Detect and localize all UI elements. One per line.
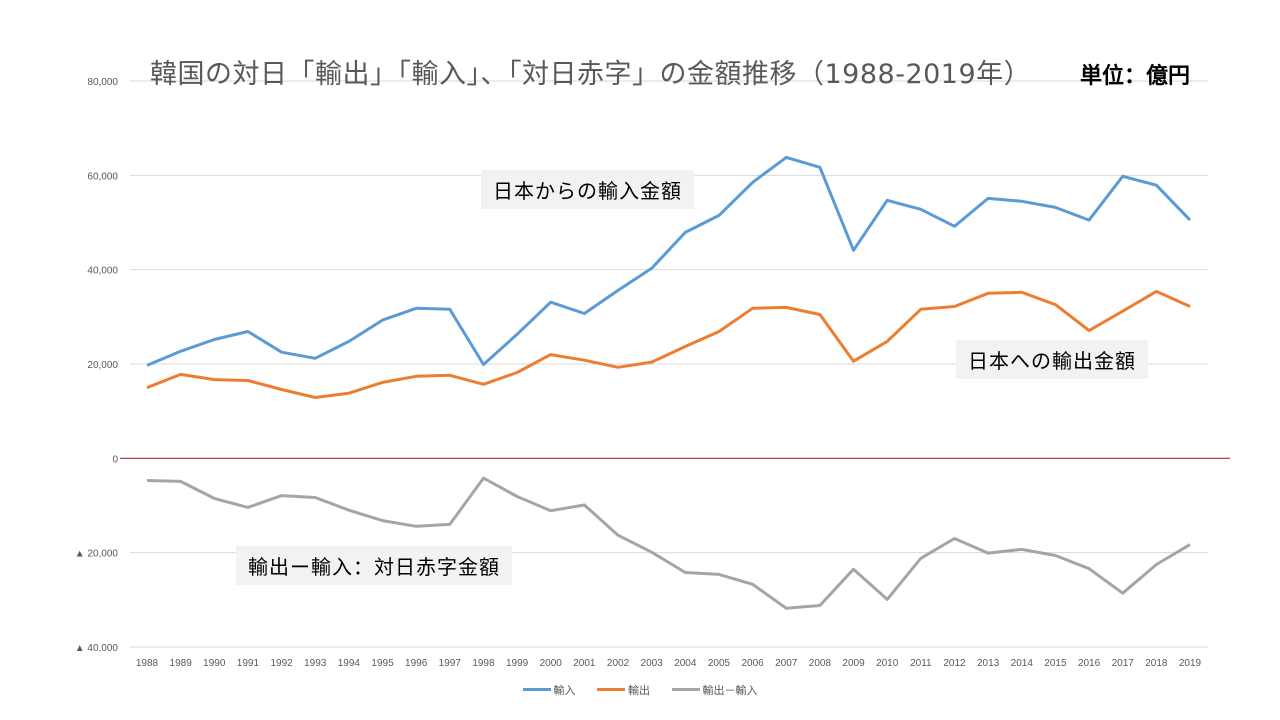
y-tick-label: 40,000 bbox=[87, 266, 118, 277]
x-tick-label: 1993 bbox=[304, 658, 327, 669]
series-lines bbox=[146, 155, 1192, 610]
legend: 輸入 輸出 輸出－輸入 bbox=[0, 681, 1280, 698]
chart-title: 韓国の対日「輸出」「輸入」、「対日赤字」の金額推移（1988-2019年） bbox=[150, 59, 1032, 90]
y-tick-label: 80,000 bbox=[87, 77, 118, 88]
annotation-deficit: 輸出ー輸入：対日赤字金額 bbox=[236, 546, 512, 585]
unit-label: 単位：億円 bbox=[1080, 63, 1191, 89]
x-tick-label: 1995 bbox=[371, 658, 394, 669]
y-tick-label: 0 bbox=[112, 454, 118, 465]
legend-swatch-import bbox=[522, 688, 551, 691]
x-tick-label: 2013 bbox=[977, 658, 1000, 669]
x-tick-label: 2008 bbox=[809, 658, 832, 669]
x-tick-label: 2011 bbox=[910, 658, 932, 669]
x-tick-label: 2003 bbox=[641, 658, 664, 669]
y-tick-label: ▲ 20,000 bbox=[75, 549, 119, 560]
legend-label-import: 輸入 bbox=[553, 683, 576, 697]
x-tick-label: 2012 bbox=[943, 658, 966, 669]
series-line-deficit bbox=[146, 476, 1191, 610]
x-tick-label: 2019 bbox=[1179, 658, 1202, 669]
x-tick-label: 2002 bbox=[607, 658, 630, 669]
x-tick-label: 2006 bbox=[741, 658, 764, 669]
legend-label-deficit: 輸出－輸入 bbox=[702, 683, 758, 697]
x-tick-label: 1989 bbox=[170, 658, 193, 669]
y-tick-label: ▲ 40,000 bbox=[75, 643, 119, 654]
x-tick-label: 2009 bbox=[842, 658, 865, 669]
legend-swatch-export bbox=[597, 688, 625, 691]
x-tick-label: 2018 bbox=[1145, 658, 1168, 669]
x-tick-label: 2016 bbox=[1078, 658, 1101, 669]
x-tick-label: 1994 bbox=[338, 658, 361, 669]
series-line-export bbox=[146, 289, 1191, 399]
legend-item-deficit: 輸出－輸入 bbox=[671, 682, 758, 698]
x-tick-label: 2000 bbox=[540, 658, 563, 669]
x-tick-label: 1991 bbox=[237, 658, 260, 669]
x-tick-label: 1999 bbox=[506, 658, 529, 669]
legend-swatch-deficit bbox=[671, 688, 700, 691]
y-axis-tick-labels: 80,000 60,000 40,000 20,000 0 ▲ 20,000 ▲ 40,00… bbox=[75, 77, 119, 654]
series-line-import bbox=[146, 155, 1192, 367]
x-tick-label: 1996 bbox=[405, 658, 428, 669]
legend-item-import: 輸入 bbox=[522, 682, 576, 698]
x-tick-label: 2015 bbox=[1044, 658, 1067, 669]
y-tick-label: 60,000 bbox=[87, 171, 118, 182]
x-tick-label: 1988 bbox=[136, 658, 159, 669]
y-tick-label: 20,000 bbox=[87, 360, 118, 371]
annotation-import: 日本からの輸入金額 bbox=[481, 170, 694, 209]
x-tick-label: 1990 bbox=[203, 658, 226, 669]
x-axis-tick-labels: 1988 1989 1990 1991 1992 1993 1994 1995 1996 1997… bbox=[136, 658, 1202, 669]
x-tick-label: 1997 bbox=[439, 658, 462, 669]
legend-label-export: 輸出 bbox=[628, 683, 650, 697]
x-tick-label: 2014 bbox=[1011, 658, 1034, 669]
annotation-export: 日本への輸出金額 bbox=[956, 340, 1148, 379]
x-tick-label: 2010 bbox=[876, 658, 899, 669]
x-tick-label: 1998 bbox=[472, 658, 495, 669]
x-tick-label: 2001 bbox=[573, 658, 596, 669]
x-tick-label: 2005 bbox=[708, 658, 731, 669]
x-tick-label: 2017 bbox=[1112, 658, 1135, 669]
legend-item-export: 輸出 bbox=[597, 682, 650, 698]
x-tick-label: 2007 bbox=[775, 658, 798, 669]
x-tick-label: 1992 bbox=[270, 658, 293, 669]
x-tick-label: 2004 bbox=[674, 658, 697, 669]
